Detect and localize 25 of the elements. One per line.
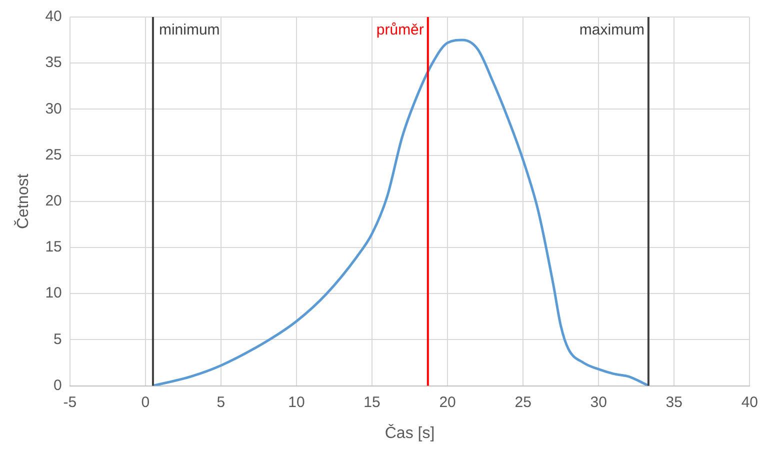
y-tick-label: 20: [45, 192, 62, 210]
y-tick-label: 40: [45, 8, 62, 26]
y-tick-label: 10: [45, 284, 62, 302]
y-tick-label: 0: [54, 376, 62, 394]
ref-line-label: průměr: [376, 22, 424, 39]
ref-line-label: minimum: [158, 22, 220, 39]
x-tick-label: 5: [216, 394, 226, 411]
y-tick-label: 25: [45, 146, 62, 164]
x-tick-label: -5: [63, 394, 77, 411]
x-tick-label: 40: [741, 394, 758, 411]
y-tick-label: 30: [45, 100, 62, 118]
ref-line-label: maximum: [579, 22, 644, 39]
y-axis-title: Četnost: [14, 173, 32, 229]
x-tick-label: 10: [288, 394, 305, 411]
x-axis-title: Čas [s]: [384, 424, 435, 442]
line-series: [152, 38, 650, 386]
x-tick-label: 25: [514, 394, 532, 411]
y-tick-label: 5: [54, 330, 62, 348]
x-tick-label: 15: [364, 394, 380, 411]
y-tick-label: 15: [45, 238, 62, 256]
x-tick-label: 30: [590, 394, 607, 411]
x-tick-label: 20: [439, 394, 456, 411]
x-tick-label: 35: [666, 394, 682, 411]
x-tick-label: 0: [141, 394, 150, 411]
y-tick-label: 35: [45, 54, 62, 72]
